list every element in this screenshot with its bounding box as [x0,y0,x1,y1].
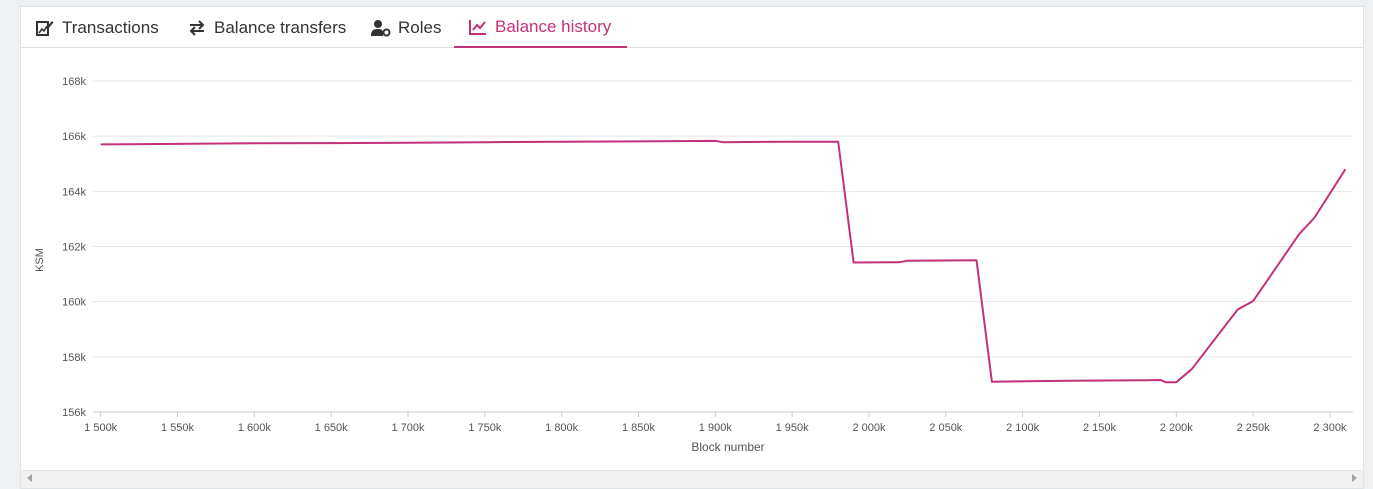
x-tick-label: 2 050k [929,422,963,434]
grid-lines [93,80,1353,413]
x-tick-label: 1 900k [699,422,733,434]
horizontal-scrollbar[interactable] [21,470,1363,488]
x-tick-label: 1 550k [161,422,195,434]
x-tick-label: 2 250k [1237,422,1271,434]
tab-roles[interactable]: Roles [371,7,441,48]
x-axis-label: Block number [691,440,764,454]
exchange-icon [187,18,207,38]
tab-label: Roles [398,17,442,37]
scroll-left-icon[interactable] [27,474,32,482]
tab-label: Transactions [62,17,159,37]
y-tick-label: 158k [62,352,86,364]
tab-transactions[interactable]: Transactions [35,7,159,48]
tab-label: Balance transfers [214,17,347,37]
y-tick-label: 156k [62,407,86,419]
series-group [100,139,1347,384]
x-tick-label: 2 100k [1006,422,1040,434]
tab-balance-transfers[interactable]: Balance transfers [187,7,346,48]
balance-history-chart: 156k 158k 160k 162k 164k 166k 168k 1 500k 1 550… [34,76,1353,454]
x-tick-label: 2 200k [1160,422,1194,434]
scroll-right-icon[interactable] [1352,474,1357,482]
y-tick-label: 166k [62,131,86,143]
x-tick-label: 1 500k [84,422,118,434]
balance-series-line [100,139,1347,384]
x-tick-label: 1 750k [468,422,502,434]
x-tick-label: 1 650k [315,422,349,434]
y-tick-label: 164k [62,186,86,198]
x-tick-label: 1 600k [238,422,272,434]
chart-line-icon [468,17,488,37]
edit-chart-icon [35,18,55,38]
y-axis: 156k 158k 160k 162k 164k 166k 168k [62,76,86,419]
x-tick-label: 1 800k [545,422,579,434]
x-tick-label: 1 950k [776,422,810,434]
y-axis-label: KSM [34,248,46,272]
y-tick-label: 160k [62,297,86,309]
tab-label: Balance history [495,16,612,36]
x-tick-label: 1 700k [391,422,425,434]
x-tick-label: 2 000k [852,422,886,434]
y-tick-label: 162k [62,242,86,254]
tab-bar: Transactions Balance transfers [21,7,1363,48]
x-tick-label: 2 150k [1083,422,1117,434]
y-tick-label: 168k [62,76,86,88]
x-tick-label: 2 300k [1313,422,1347,434]
x-axis: 1 500k 1 550k 1 600k 1 650k 1 700k 1 750k 1 80… [84,412,1347,434]
balance-panel: Transactions Balance transfers [20,6,1364,489]
user-cog-icon [371,18,391,38]
tab-balance-history[interactable]: Balance history [454,7,628,48]
x-tick-label: 1 850k [622,422,656,434]
